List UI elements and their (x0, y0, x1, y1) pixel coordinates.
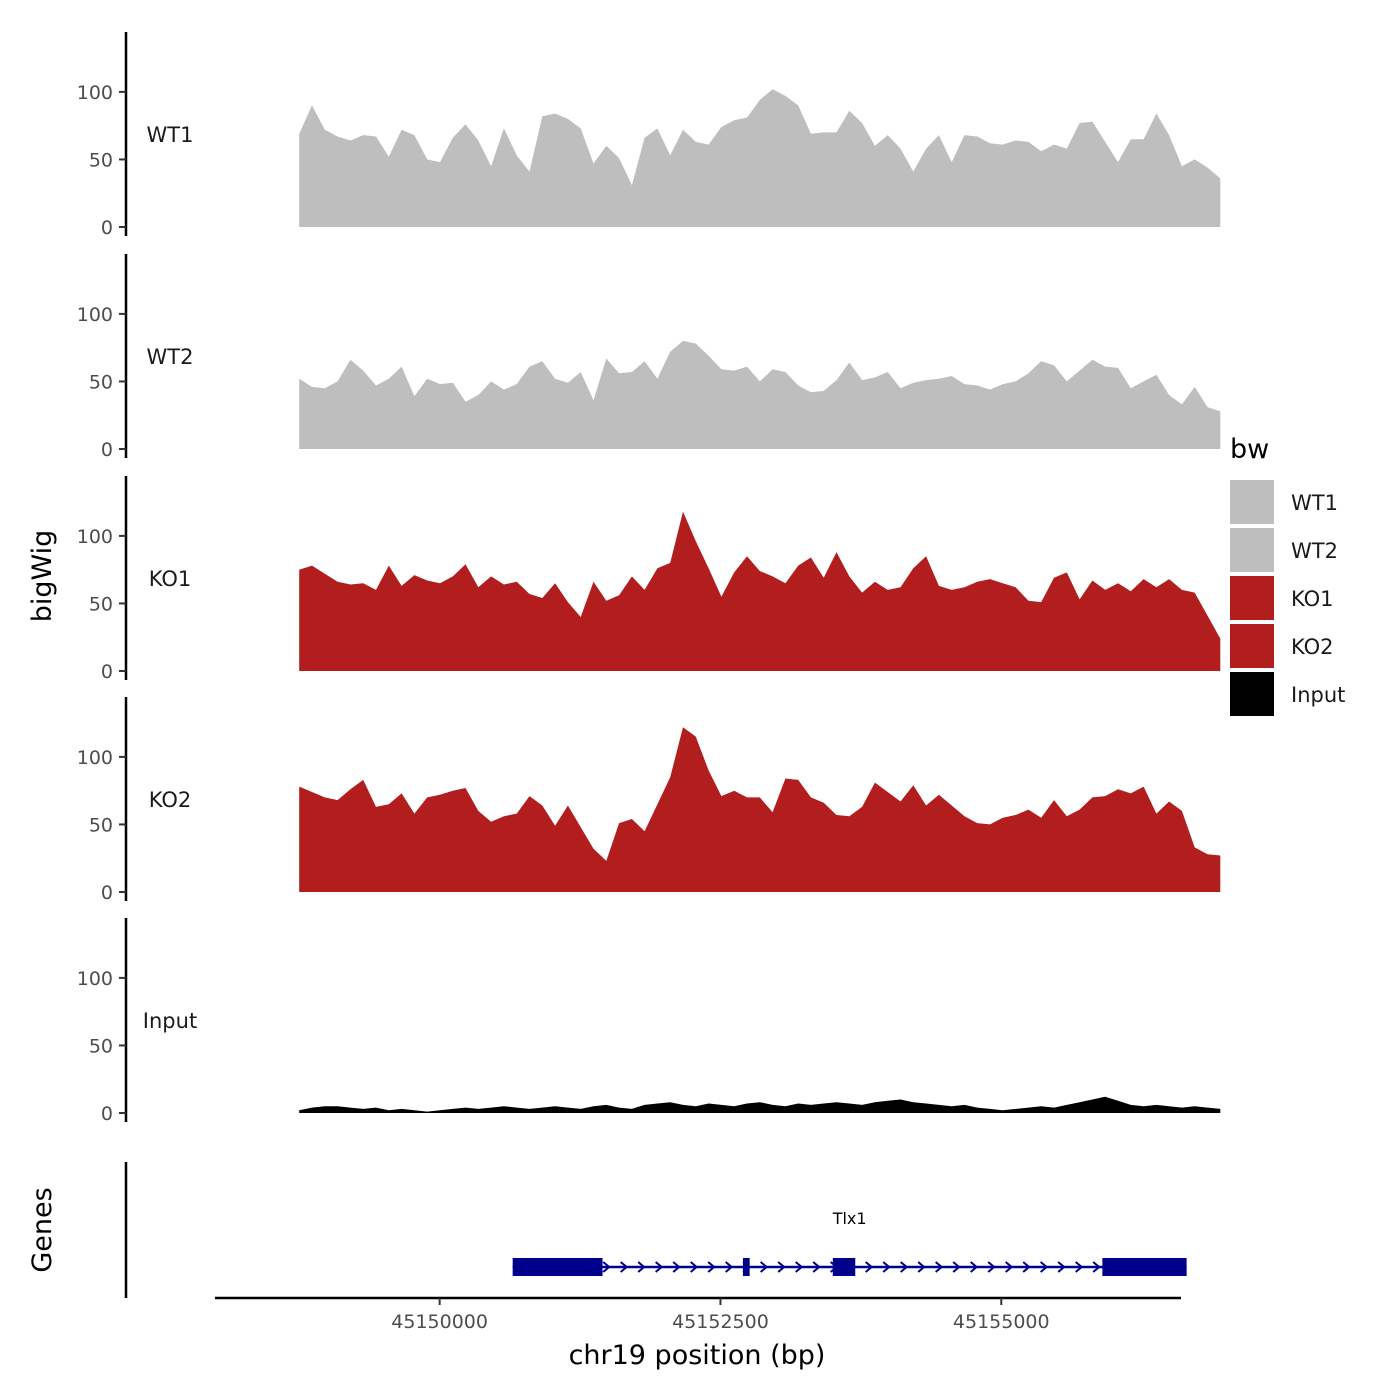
legend-label: KO2 (1291, 635, 1334, 659)
track-ko2: 0 50 100 KO2 (77, 697, 1221, 904)
legend-label: KO1 (1291, 587, 1334, 611)
exon-4 (1102, 1258, 1187, 1276)
strand-chevron (1057, 1261, 1066, 1273)
x-tick-label: 45152500 (672, 1311, 769, 1333)
strand-chevron (917, 1261, 926, 1273)
strand-chevron (935, 1261, 944, 1273)
signal-area-ko2 (299, 727, 1221, 892)
legend-key-ko2 (1230, 624, 1274, 668)
track-wt2: 0 50 100 WT2 (77, 254, 1221, 461)
gene-track: Tlx1 (124, 1162, 1187, 1298)
y-axis-title: bigWig (27, 530, 58, 623)
track-label: WT1 (147, 123, 194, 147)
y-tick-label: 100 (77, 747, 113, 769)
track-label: KO1 (149, 567, 192, 591)
y-tick-label: 100 (77, 526, 113, 548)
signal-area-ko1 (299, 511, 1221, 671)
track-label: WT2 (147, 345, 194, 369)
legend-key-wt1 (1230, 480, 1274, 524)
y-tick-label: 0 (101, 439, 113, 461)
strand-chevron (620, 1261, 629, 1273)
strand-chevron (795, 1261, 804, 1273)
y-tick-label: 50 (89, 593, 113, 615)
y-tick-label: 100 (77, 968, 113, 990)
x-tick-label: 45155000 (953, 1311, 1050, 1333)
x-axis-title: chr19 position (bp) (569, 1340, 826, 1371)
gene-axis-title: Genes (27, 1187, 58, 1272)
strand-chevron (602, 1261, 611, 1273)
strand-chevron (1005, 1261, 1014, 1273)
track-label: KO2 (149, 788, 192, 812)
y-tick-label: 50 (89, 1035, 113, 1057)
strand-chevron (760, 1261, 769, 1273)
strand-chevron (952, 1261, 961, 1273)
gene-name-label: Tlx1 (832, 1209, 867, 1228)
track-wt1: 0 50 100 WT1 (77, 32, 1221, 239)
exon-3 (832, 1258, 856, 1276)
strand-chevron (1040, 1261, 1049, 1273)
exon-2 (742, 1258, 750, 1276)
strand-chevron (1075, 1261, 1084, 1273)
y-tick-label: 0 (101, 882, 113, 904)
strand-chevron (637, 1261, 646, 1273)
strand-chevron (777, 1261, 786, 1273)
legend: bw WT1 WT2 KO1 KO2 Input (1230, 434, 1345, 716)
signal-tracks: 0 50 100 WT1 0 50 100 WT2 0 50 100 KO1 0 50 100 KO2 0 50 1… (77, 32, 1221, 1125)
signal-area-wt1 (299, 89, 1221, 227)
strand-chevron (900, 1261, 909, 1273)
legend-label: WT1 (1291, 491, 1338, 515)
y-tick-label: 0 (101, 1103, 113, 1125)
y-tick-label: 0 (101, 217, 113, 239)
strand-chevron (882, 1261, 891, 1273)
legend-title: bw (1230, 434, 1269, 465)
legend-key-wt2 (1230, 528, 1274, 572)
track-input: 0 50 100 Input (77, 918, 1221, 1125)
strand-chevron (672, 1261, 681, 1273)
y-tick-label: 100 (77, 304, 113, 326)
strand-chevron (812, 1261, 821, 1273)
strand-chevron (690, 1261, 699, 1273)
legend-label: WT2 (1291, 539, 1338, 563)
strand-chevron (725, 1261, 734, 1273)
x-axis: 45150000 45152500 45155000 (215, 1296, 1181, 1333)
track-label: Input (143, 1009, 197, 1033)
legend-key-input (1230, 672, 1274, 716)
legend-label: Input (1291, 683, 1345, 707)
signal-area-input (299, 1096, 1221, 1113)
y-tick-label: 50 (89, 149, 113, 171)
strand-chevron (1022, 1261, 1031, 1273)
y-tick-label: 50 (89, 814, 113, 836)
strand-chevron (707, 1261, 716, 1273)
y-tick-label: 100 (77, 82, 113, 104)
y-tick-label: 50 (89, 371, 113, 393)
strand-chevron (970, 1261, 979, 1273)
track-ko1: 0 50 100 KO1 (77, 476, 1221, 683)
x-tick-label: 45150000 (391, 1311, 488, 1333)
strand-chevron (987, 1261, 996, 1273)
strand-chevron (865, 1261, 874, 1273)
exon-1 (512, 1258, 603, 1276)
strand-chevron (1092, 1261, 1101, 1273)
legend-key-ko1 (1230, 576, 1274, 620)
y-tick-label: 0 (101, 661, 113, 683)
signal-area-wt2 (299, 340, 1221, 449)
strand-chevron (655, 1261, 664, 1273)
